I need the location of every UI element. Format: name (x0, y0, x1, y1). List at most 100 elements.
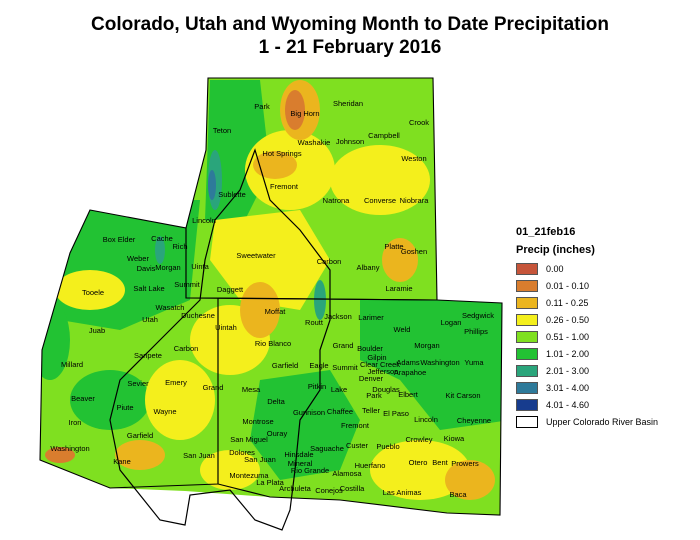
legend-swatch (516, 381, 538, 394)
county-label: Sublette (218, 190, 246, 199)
legend-swatch (516, 330, 538, 343)
county-label: Teton (213, 126, 231, 135)
legend-label: 0.11 - 0.25 (546, 297, 589, 308)
county-label: Box Elder (103, 235, 136, 244)
county-label: Sedgwick (462, 311, 494, 320)
county-label: Costilla (340, 484, 365, 493)
county-label: Larimer (358, 313, 384, 322)
county-label: Chaffee (327, 407, 353, 416)
county-label: Hot Springs (262, 149, 301, 158)
county-label: Prowers (451, 459, 479, 468)
legend-row: 0.00 (516, 260, 696, 277)
county-label: Saguache (310, 444, 344, 453)
legend-swatch (516, 347, 538, 360)
county-label: Yuma (464, 358, 484, 367)
legend-swatch (516, 398, 538, 411)
county-label: Wayne (153, 407, 176, 416)
county-label: Kiowa (444, 434, 465, 443)
county-label: Elbert (398, 390, 419, 399)
county-label: Arapahoe (394, 368, 427, 377)
legend-swatch (516, 279, 538, 292)
county-label: Pitkin (308, 382, 326, 391)
county-label: Alamosa (332, 469, 362, 478)
county-label: Summit (332, 363, 358, 372)
legend-row: 4.01 - 4.60 (516, 396, 696, 413)
county-label: San Juan (244, 455, 276, 464)
county-label: Sweetwater (236, 251, 276, 260)
county-label: Crowley (405, 435, 432, 444)
county-label: Lincoln (192, 216, 216, 225)
legend-row: 0.26 - 0.50 (516, 311, 696, 328)
county-label: Pueblo (376, 442, 399, 451)
county-label: Ouray (267, 429, 288, 438)
county-label: Cache (151, 234, 173, 243)
county-label: Sanpete (134, 351, 162, 360)
county-label: Carbon (317, 257, 342, 266)
county-label: Adams (396, 358, 420, 367)
county-label: Juab (89, 326, 105, 335)
legend-subtitle: Precip (inches) (516, 244, 595, 256)
legend-row: 3.01 - 4.00 (516, 379, 696, 396)
county-label: Albany (357, 263, 380, 272)
county-label: Weber (127, 254, 149, 263)
county-label: Eagle (309, 361, 328, 370)
county-label: San Juan (183, 451, 215, 460)
county-label: Conejos (315, 486, 343, 495)
legend-label: 0.26 - 0.50 (546, 314, 590, 325)
basin-swatch (516, 415, 538, 428)
county-label: Natrona (323, 196, 351, 205)
county-label: Huerfano (355, 461, 386, 470)
county-label: Grand (333, 341, 354, 350)
legend-label: 0.00 (546, 263, 564, 274)
county-label: Delta (267, 397, 285, 406)
county-label: Daggett (217, 285, 244, 294)
legend-basin-row: Upper Colorado River Basin (516, 413, 696, 430)
map-subtitle: 1 - 21 February 2016 (258, 37, 442, 58)
county-label: El Paso (383, 409, 409, 418)
legend-swatch (516, 364, 538, 377)
county-label: La Plata (256, 478, 284, 487)
colorado-border (217, 297, 503, 516)
county-label: Millard (61, 360, 83, 369)
county-label: Crook (409, 118, 429, 127)
county-label: Park (254, 102, 270, 111)
county-label: Uinta (191, 262, 209, 271)
county-label: Sheridan (333, 99, 363, 108)
county-label: Custer (346, 441, 369, 450)
county-label: Archuleta (279, 484, 312, 493)
county-label: Iron (69, 418, 82, 427)
county-label: Phillips (464, 327, 488, 336)
county-label: Salt Lake (133, 284, 164, 293)
legend-row: 0.01 - 0.10 (516, 277, 696, 294)
legend-label: 4.01 - 4.60 (546, 399, 590, 410)
county-label: Washakie (298, 138, 331, 147)
county-label: Converse (364, 196, 396, 205)
legend-row: 0.11 - 0.25 (516, 294, 696, 311)
utah-border (39, 209, 219, 489)
county-label: Fremont (270, 182, 299, 191)
county-label: Cheyenne (457, 416, 491, 425)
county-label: Morgan (414, 341, 439, 350)
county-label: Beaver (71, 394, 95, 403)
legend-label: 3.01 - 4.00 (546, 382, 590, 393)
upper-colorado-basin-outline (109, 148, 331, 531)
county-label: Goshen (401, 247, 427, 256)
county-label: Summit (174, 280, 200, 289)
map-title: Colorado, Utah and Wyoming Month to Date… (91, 14, 609, 35)
county-label: Emery (165, 378, 187, 387)
county-label: Routt (305, 318, 324, 327)
legend-row: 1.01 - 2.00 (516, 345, 696, 362)
county-label: Johnson (336, 137, 364, 146)
county-label: Kit Carson (445, 391, 480, 400)
legend-title: 01_21feb16 (516, 226, 576, 238)
county-label: Denver (359, 374, 384, 383)
county-label: Tooele (82, 288, 104, 297)
legend-row: 0.51 - 1.00 (516, 328, 696, 345)
county-label: Weston (401, 154, 426, 163)
legend: 01_21feb16 Precip (inches) 0.00 0.01 - 0.… (516, 226, 696, 430)
county-label: Montezuma (229, 471, 269, 480)
county-label: Teller (362, 406, 380, 415)
county-label: Rio Grande (291, 466, 329, 475)
legend-label: 0.51 - 1.00 (546, 331, 590, 342)
